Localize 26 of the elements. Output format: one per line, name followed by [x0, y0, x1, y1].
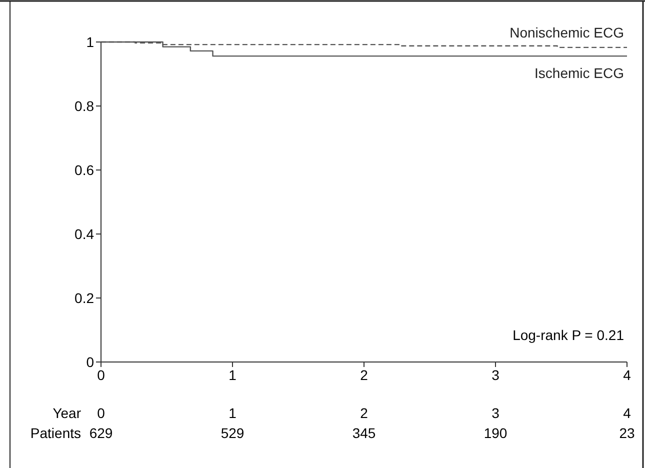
y-tick-label: 0.4: [74, 226, 94, 242]
x-tick-label: 4: [623, 367, 632, 383]
text: 190: [484, 425, 508, 441]
y-tick-label: 0: [86, 354, 94, 370]
text: 529: [220, 425, 244, 441]
annotation: Log-rank P = 0.21: [512, 327, 624, 343]
y-tick-label: 0.8: [74, 98, 94, 114]
text: 1: [228, 405, 237, 421]
text: Year: [52, 405, 82, 421]
text: 629: [89, 425, 113, 441]
text: 23: [619, 425, 635, 441]
y-tick-label: 0.2: [74, 290, 94, 306]
x-tick-label: 2: [360, 367, 368, 383]
y-tick-label: 1: [86, 34, 94, 50]
text: 4: [623, 405, 632, 421]
x-tick-label: 1: [228, 367, 237, 383]
text: 3: [492, 405, 500, 421]
text: 2: [360, 405, 368, 421]
text: Patients: [30, 425, 81, 441]
series-label: Nonischemic ECG: [510, 24, 624, 40]
x-tick-label: 0: [97, 367, 106, 383]
series-label: Ischemic ECG: [534, 65, 624, 82]
x-tick-label: 3: [492, 367, 500, 383]
text: 0: [97, 405, 106, 421]
y-tick-label: 0.6: [74, 162, 94, 178]
text: 345: [352, 425, 376, 441]
